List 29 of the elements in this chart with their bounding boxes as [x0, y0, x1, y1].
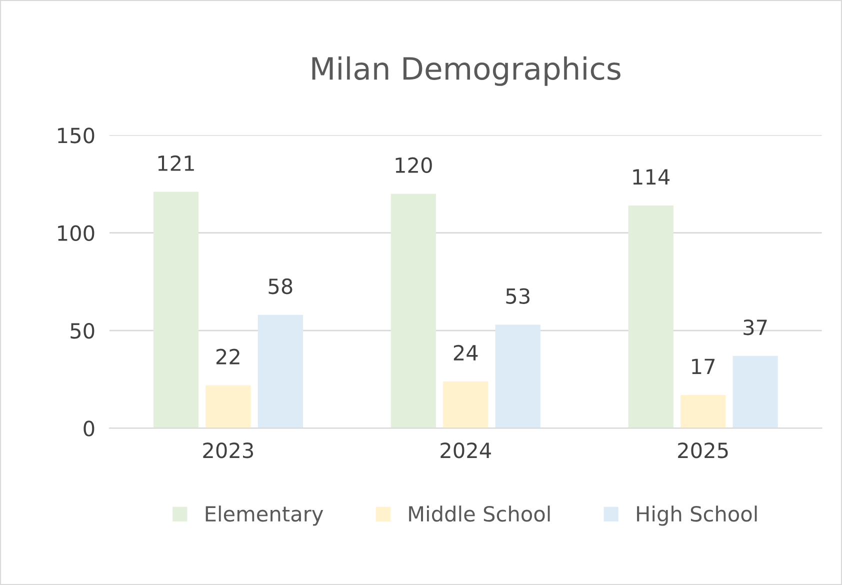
bar	[732, 356, 778, 428]
data-label: 58	[268, 278, 292, 294]
x-tick-label: 2024	[440, 442, 491, 458]
legend-label: Middle School	[409, 506, 550, 522]
data-label: 24	[454, 344, 478, 360]
bar	[258, 314, 303, 428]
x-tick-label: 2023	[203, 442, 254, 458]
y-tick-label: 50	[70, 322, 94, 339]
bar	[206, 385, 251, 428]
bar	[495, 324, 540, 428]
y-tick-label: 100	[58, 225, 94, 242]
y-tick-label: 150	[58, 128, 94, 144]
data-label: 114	[633, 169, 670, 184]
bar	[153, 192, 198, 428]
chart-title: Milan Demographics	[312, 56, 620, 86]
data-label: 22	[216, 348, 240, 364]
data-label: 37	[744, 319, 767, 336]
x-tick-label: 2025	[678, 442, 728, 458]
bar	[390, 194, 436, 428]
bar	[628, 205, 674, 428]
data-label: 121	[158, 155, 194, 171]
bar	[443, 381, 488, 428]
bar	[680, 395, 726, 428]
data-label: 17	[692, 358, 715, 374]
data-label: 53	[506, 288, 530, 304]
legend-label: Elementary	[206, 506, 324, 526]
y-tick-label: 0	[84, 420, 94, 436]
legend-label: High School	[637, 506, 757, 526]
data-label: 120	[396, 157, 432, 174]
